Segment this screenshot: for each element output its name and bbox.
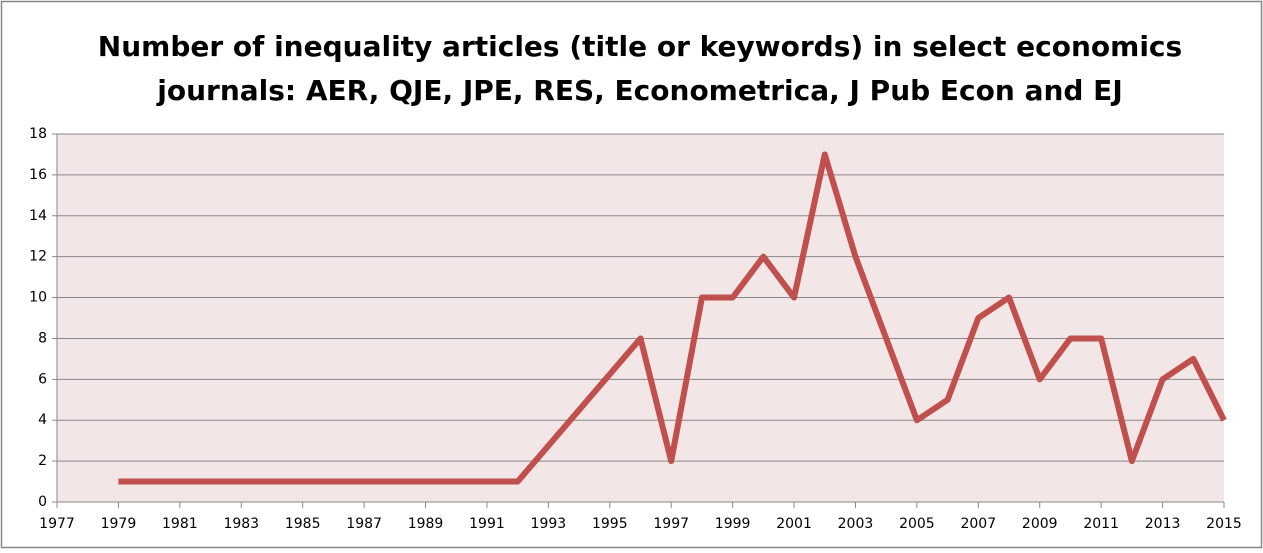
- x-tick-label: 1993: [531, 516, 567, 532]
- y-tick-label: 10: [29, 290, 47, 306]
- x-tick-label: 2015: [1206, 516, 1242, 532]
- y-tick-label: 4: [38, 412, 47, 428]
- x-tick-label: 1991: [469, 516, 505, 532]
- x-tick-label: 2001: [776, 516, 812, 532]
- y-tick-label: 8: [38, 330, 47, 346]
- x-tick-label: 1977: [39, 516, 75, 532]
- x-tick-label: 1979: [101, 516, 137, 532]
- x-tick-label: 1983: [223, 516, 259, 532]
- x-tick-label: 2013: [1145, 516, 1181, 532]
- x-tick-label: 2003: [838, 516, 874, 532]
- x-tick-label: 2011: [1083, 516, 1119, 532]
- x-tick-label: 1999: [715, 516, 751, 532]
- y-tick-label: 12: [29, 249, 47, 265]
- x-tick-label: 2005: [899, 516, 935, 532]
- y-tick-label: 2: [38, 453, 47, 469]
- x-tick-label: 1985: [285, 516, 321, 532]
- y-tick-label: 6: [38, 371, 47, 387]
- plot-area: [57, 134, 1224, 502]
- y-tick-label: 16: [29, 167, 47, 183]
- chart-title: Number of inequality articles (title or …: [98, 30, 1182, 63]
- x-tick-label: 1987: [346, 516, 382, 532]
- y-tick-label: 14: [29, 208, 47, 224]
- x-tick-label: 1995: [592, 516, 628, 532]
- data-line: [118, 151, 1227, 485]
- y-tick-label: 0: [38, 494, 47, 510]
- x-tick-label: 2009: [1022, 516, 1058, 532]
- x-tick-label: 2007: [960, 516, 996, 532]
- x-tick-label: 1997: [653, 516, 689, 532]
- x-tick-label: 1989: [408, 516, 444, 532]
- chart-title: journals: AER, QJE, JPE, RES, Econometri…: [156, 74, 1122, 107]
- x-tick-label: 1981: [162, 516, 198, 532]
- y-tick-label: 18: [29, 126, 47, 142]
